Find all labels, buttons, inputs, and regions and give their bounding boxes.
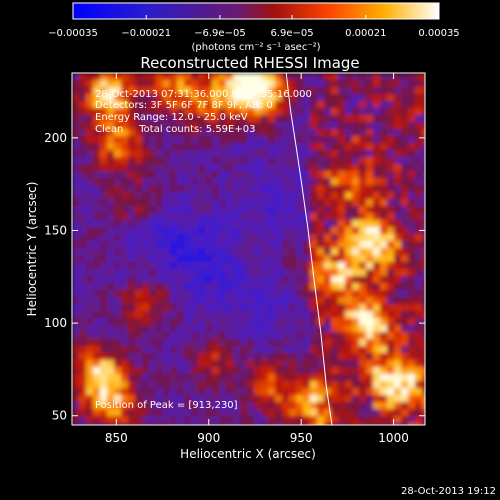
annotation-block: 28-Oct-2013 07:31:36.000 to 07:35:16.000… — [95, 89, 312, 135]
plot-area: 850 900 950 1000 50 100 150 200 — [44, 72, 426, 445]
colorbar-ticks: −0.00035 −0.00021 −6.9e−05 6.9e−05 0.00021 0.… — [48, 15, 460, 39]
solar-limb-curve — [285, 72, 333, 426]
x-axis-label: Heliocentric X (arcsec) — [180, 447, 316, 461]
colorbar-tick-label: −6.9e−05 — [194, 28, 246, 39]
colorbar-tick-label: −0.00021 — [121, 28, 171, 39]
colorbar-tick-label: 0.00035 — [418, 28, 459, 39]
colorbar-tick-label: 0.00021 — [345, 28, 386, 39]
x-tick-label: 850 — [105, 431, 128, 445]
x-tick-label: 900 — [197, 431, 220, 445]
y-tick-label: 150 — [44, 223, 67, 237]
annotation-clean-counts: Clean Total counts: 5.59E+03 — [95, 124, 255, 135]
colorbar-unit-label: (photons cm⁻² s⁻¹ asec⁻²) — [191, 42, 320, 53]
plot-frame — [71, 72, 426, 426]
y-tick-label: 200 — [44, 131, 67, 145]
y-tick-label: 50 — [52, 409, 67, 423]
colorbar-tick-label: −0.00035 — [48, 28, 98, 39]
x-tick-label: 950 — [290, 431, 313, 445]
footer-timestamp: 28-Oct-2013 19:12 — [401, 486, 496, 497]
colorbar-gradient — [72, 2, 440, 20]
colorbar-tick-label: 6.9e−05 — [270, 28, 313, 39]
x-tick-label: 1000 — [378, 431, 409, 445]
peak-position-label: Position of Peak = [913,230] — [95, 400, 238, 411]
colorbar: −0.00035 −0.00021 −6.9e−05 6.9e−05 0.00021 0.… — [48, 2, 460, 53]
heatmap-image — [72, 73, 425, 425]
annotation-time-range: 28-Oct-2013 07:31:36.000 to 07:35:16.000 — [95, 89, 312, 100]
x-axis-ticks: 850 900 950 1000 — [105, 73, 409, 445]
annotation-detectors: Detectors: 3F 5F 6F 7F 8F 9F, Att: 0 — [95, 100, 273, 111]
annotation-energy-range: Energy Range: 12.0 - 25.0 keV — [95, 112, 248, 123]
chart-title: Reconstructed RHESSI Image — [140, 54, 359, 72]
y-axis-label: Heliocentric Y (arcsec) — [25, 182, 39, 317]
y-tick-label: 100 — [44, 316, 67, 330]
y-axis-ticks: 50 100 150 200 — [44, 131, 425, 423]
